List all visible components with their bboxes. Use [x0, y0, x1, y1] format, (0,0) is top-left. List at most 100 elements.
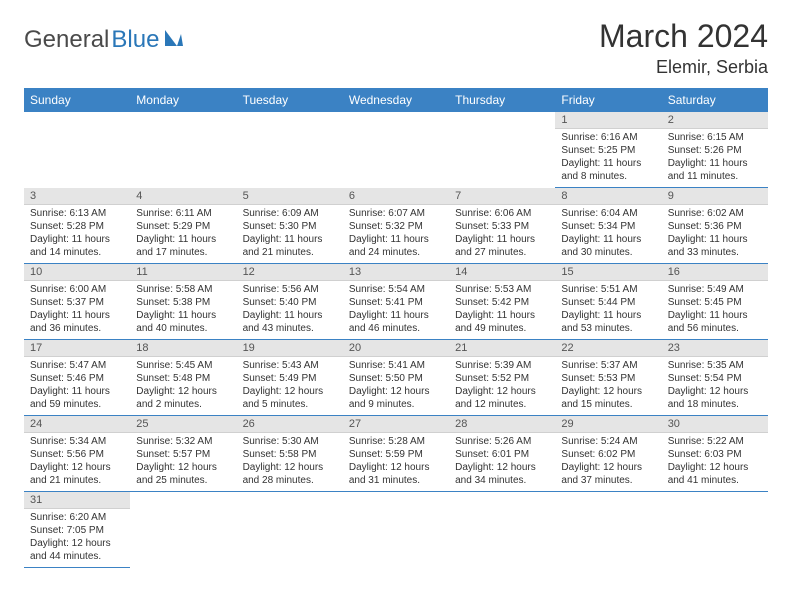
- day-line-day1: Daylight: 11 hours: [30, 309, 124, 322]
- day-number: 17: [24, 340, 130, 357]
- calendar-page: GeneralBlue March 2024 Elemir, Serbia Su…: [0, 0, 792, 586]
- day-line-sunset: Sunset: 5:42 PM: [455, 296, 549, 309]
- day-number: 7: [449, 188, 555, 205]
- day-number: 6: [343, 188, 449, 205]
- location-label: Elemir, Serbia: [599, 57, 768, 78]
- day-line-sunrise: Sunrise: 5:24 AM: [561, 435, 655, 448]
- calendar-table: SundayMondayTuesdayWednesdayThursdayFrid…: [24, 88, 768, 568]
- day-line-sunset: Sunset: 5:57 PM: [136, 448, 230, 461]
- day-number: 27: [343, 416, 449, 433]
- day-line-sunset: Sunset: 5:46 PM: [30, 372, 124, 385]
- day-cell: [24, 112, 130, 188]
- day-line-sunset: Sunset: 5:56 PM: [30, 448, 124, 461]
- day-line-day2: and 2 minutes.: [136, 398, 230, 411]
- day-line-day1: Daylight: 11 hours: [30, 233, 124, 246]
- day-cell: 20Sunrise: 5:41 AMSunset: 5:50 PMDayligh…: [343, 340, 449, 416]
- day-details: Sunrise: 6:00 AMSunset: 5:37 PMDaylight:…: [24, 281, 130, 339]
- weekday-header: Thursday: [449, 88, 555, 112]
- weekday-header: Monday: [130, 88, 236, 112]
- day-line-day2: and 30 minutes.: [561, 246, 655, 259]
- day-number: 22: [555, 340, 661, 357]
- day-details: Sunrise: 6:16 AMSunset: 5:25 PMDaylight:…: [555, 129, 661, 187]
- day-line-sunset: Sunset: 5:45 PM: [668, 296, 762, 309]
- day-line-sunrise: Sunrise: 6:13 AM: [30, 207, 124, 220]
- day-line-day1: Daylight: 12 hours: [243, 385, 337, 398]
- day-details: Sunrise: 6:06 AMSunset: 5:33 PMDaylight:…: [449, 205, 555, 263]
- day-line-sunset: Sunset: 5:30 PM: [243, 220, 337, 233]
- day-line-day1: Daylight: 11 hours: [668, 233, 762, 246]
- day-line-sunset: Sunset: 5:50 PM: [349, 372, 443, 385]
- day-line-day1: Daylight: 12 hours: [561, 385, 655, 398]
- day-details: Sunrise: 5:28 AMSunset: 5:59 PMDaylight:…: [343, 433, 449, 491]
- weekday-header: Friday: [555, 88, 661, 112]
- day-line-day1: Daylight: 11 hours: [243, 233, 337, 246]
- day-line-day2: and 31 minutes.: [349, 474, 443, 487]
- table-row: 24Sunrise: 5:34 AMSunset: 5:56 PMDayligh…: [24, 416, 768, 492]
- day-line-day2: and 5 minutes.: [243, 398, 337, 411]
- day-cell: 15Sunrise: 5:51 AMSunset: 5:44 PMDayligh…: [555, 264, 661, 340]
- day-number: 25: [130, 416, 236, 433]
- day-line-day1: Daylight: 12 hours: [30, 537, 124, 550]
- day-line-sunrise: Sunrise: 6:16 AM: [561, 131, 655, 144]
- day-cell: 30Sunrise: 5:22 AMSunset: 6:03 PMDayligh…: [662, 416, 768, 492]
- day-line-sunrise: Sunrise: 5:53 AM: [455, 283, 549, 296]
- day-line-sunrise: Sunrise: 5:41 AM: [349, 359, 443, 372]
- calendar-body: 1Sunrise: 6:16 AMSunset: 5:25 PMDaylight…: [24, 112, 768, 568]
- day-line-day2: and 18 minutes.: [668, 398, 762, 411]
- day-line-sunrise: Sunrise: 5:26 AM: [455, 435, 549, 448]
- day-line-sunrise: Sunrise: 6:11 AM: [136, 207, 230, 220]
- day-details: Sunrise: 5:22 AMSunset: 6:03 PMDaylight:…: [662, 433, 768, 491]
- day-line-sunset: Sunset: 6:01 PM: [455, 448, 549, 461]
- day-line-day2: and 28 minutes.: [243, 474, 337, 487]
- weekday-header: Wednesday: [343, 88, 449, 112]
- day-line-day2: and 44 minutes.: [30, 550, 124, 563]
- day-line-day2: and 46 minutes.: [349, 322, 443, 335]
- day-cell: 6Sunrise: 6:07 AMSunset: 5:32 PMDaylight…: [343, 188, 449, 264]
- day-line-day1: Daylight: 12 hours: [668, 461, 762, 474]
- day-line-sunset: Sunset: 5:25 PM: [561, 144, 655, 157]
- day-number: 20: [343, 340, 449, 357]
- day-line-day1: Daylight: 11 hours: [561, 309, 655, 322]
- brand-text-blue: Blue: [111, 26, 159, 54]
- day-number: 10: [24, 264, 130, 281]
- day-number: 9: [662, 188, 768, 205]
- day-cell: [237, 112, 343, 188]
- day-line-sunset: Sunset: 5:44 PM: [561, 296, 655, 309]
- day-line-sunrise: Sunrise: 5:47 AM: [30, 359, 124, 372]
- day-number: 5: [237, 188, 343, 205]
- day-number: 18: [130, 340, 236, 357]
- day-details: Sunrise: 6:09 AMSunset: 5:30 PMDaylight:…: [237, 205, 343, 263]
- day-line-sunset: Sunset: 5:58 PM: [243, 448, 337, 461]
- day-details: Sunrise: 5:34 AMSunset: 5:56 PMDaylight:…: [24, 433, 130, 491]
- day-details: Sunrise: 5:53 AMSunset: 5:42 PMDaylight:…: [449, 281, 555, 339]
- day-number: 21: [449, 340, 555, 357]
- day-details: Sunrise: 5:49 AMSunset: 5:45 PMDaylight:…: [662, 281, 768, 339]
- day-line-sunset: Sunset: 5:37 PM: [30, 296, 124, 309]
- day-details: Sunrise: 5:24 AMSunset: 6:02 PMDaylight:…: [555, 433, 661, 491]
- day-line-day1: Daylight: 11 hours: [561, 233, 655, 246]
- day-line-day1: Daylight: 11 hours: [668, 309, 762, 322]
- day-line-day1: Daylight: 12 hours: [455, 461, 549, 474]
- day-cell: 26Sunrise: 5:30 AMSunset: 5:58 PMDayligh…: [237, 416, 343, 492]
- day-number: 19: [237, 340, 343, 357]
- day-number: 30: [662, 416, 768, 433]
- day-number: 1: [555, 112, 661, 129]
- day-line-sunset: Sunset: 5:52 PM: [455, 372, 549, 385]
- day-line-day2: and 43 minutes.: [243, 322, 337, 335]
- day-cell: 11Sunrise: 5:58 AMSunset: 5:38 PMDayligh…: [130, 264, 236, 340]
- header: GeneralBlue March 2024 Elemir, Serbia: [24, 18, 768, 78]
- day-line-day2: and 15 minutes.: [561, 398, 655, 411]
- day-line-day2: and 34 minutes.: [455, 474, 549, 487]
- table-row: 31Sunrise: 6:20 AMSunset: 7:05 PMDayligh…: [24, 492, 768, 568]
- day-cell: [449, 492, 555, 568]
- month-title: March 2024: [599, 18, 768, 55]
- day-line-sunset: Sunset: 5:28 PM: [30, 220, 124, 233]
- day-cell: 18Sunrise: 5:45 AMSunset: 5:48 PMDayligh…: [130, 340, 236, 416]
- day-number: 16: [662, 264, 768, 281]
- day-cell: 9Sunrise: 6:02 AMSunset: 5:36 PMDaylight…: [662, 188, 768, 264]
- day-line-day1: Daylight: 12 hours: [136, 385, 230, 398]
- day-number: 28: [449, 416, 555, 433]
- day-cell: 27Sunrise: 5:28 AMSunset: 5:59 PMDayligh…: [343, 416, 449, 492]
- day-details: Sunrise: 6:07 AMSunset: 5:32 PMDaylight:…: [343, 205, 449, 263]
- day-line-day1: Daylight: 11 hours: [349, 309, 443, 322]
